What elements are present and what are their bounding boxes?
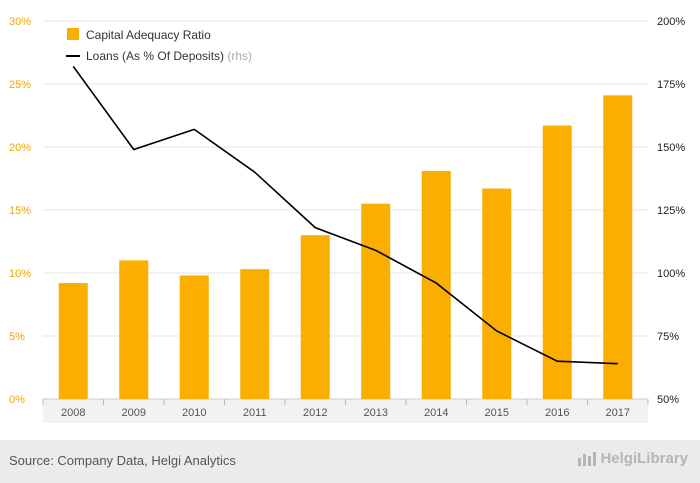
x-tick-label: 2017 bbox=[606, 407, 630, 419]
library-icon bbox=[578, 451, 597, 466]
right-tick-label: 50% bbox=[657, 394, 679, 406]
bar bbox=[482, 188, 512, 399]
logo-text: HelgiLibrary bbox=[600, 450, 688, 467]
left-tick-label: 5% bbox=[9, 331, 25, 343]
x-tick-label: 2014 bbox=[424, 407, 448, 419]
x-tick-label: 2015 bbox=[485, 407, 509, 419]
left-tick-label: 30% bbox=[9, 16, 31, 28]
helgi-library-logo: HelgiLibrary bbox=[578, 450, 688, 467]
bar bbox=[603, 95, 633, 399]
footer: Source: Company Data, Helgi Analytics He… bbox=[0, 440, 700, 483]
bar bbox=[421, 170, 451, 399]
right-tick-label: 100% bbox=[657, 268, 685, 280]
bar bbox=[300, 235, 330, 399]
legend-label-line: Loans (As % Of Deposits) (rhs) bbox=[86, 49, 252, 63]
right-tick-label: 150% bbox=[657, 142, 685, 154]
source-note: Source: Company Data, Helgi Analytics bbox=[9, 453, 236, 468]
x-tick-label: 2012 bbox=[303, 407, 327, 419]
x-tick-label: 2010 bbox=[182, 407, 206, 419]
legend-label-bar: Capital Adequacy Ratio bbox=[86, 28, 211, 42]
bar bbox=[240, 269, 270, 399]
bar bbox=[119, 260, 149, 399]
right-tick-label: 200% bbox=[657, 16, 685, 28]
x-tick-label: 2008 bbox=[61, 407, 85, 419]
left-tick-label: 10% bbox=[9, 268, 31, 280]
left-tick-label: 15% bbox=[9, 205, 31, 217]
left-tick-label: 25% bbox=[9, 79, 31, 91]
legend-swatch-bar bbox=[67, 28, 79, 40]
bar bbox=[542, 125, 572, 399]
bar bbox=[361, 203, 391, 399]
x-tick-label: 2016 bbox=[545, 407, 569, 419]
bar bbox=[179, 275, 209, 399]
bar bbox=[58, 283, 88, 399]
left-tick-label: 20% bbox=[9, 142, 31, 154]
right-tick-label: 175% bbox=[657, 79, 685, 91]
legend-rhs-suffix: (rhs) bbox=[227, 49, 252, 63]
right-tick-label: 125% bbox=[657, 205, 685, 217]
x-tick-label: 2013 bbox=[364, 407, 388, 419]
left-tick-label: 0% bbox=[9, 394, 25, 406]
x-tick-label: 2009 bbox=[122, 407, 146, 419]
series-line bbox=[72, 65, 618, 365]
x-tick-label: 2011 bbox=[243, 407, 267, 419]
right-tick-label: 75% bbox=[657, 331, 679, 343]
chart-svg: 0% 5% 10% 15% 20% 25% 30% 50% 75% 100% 125% 150% 175… bbox=[9, 16, 685, 423]
